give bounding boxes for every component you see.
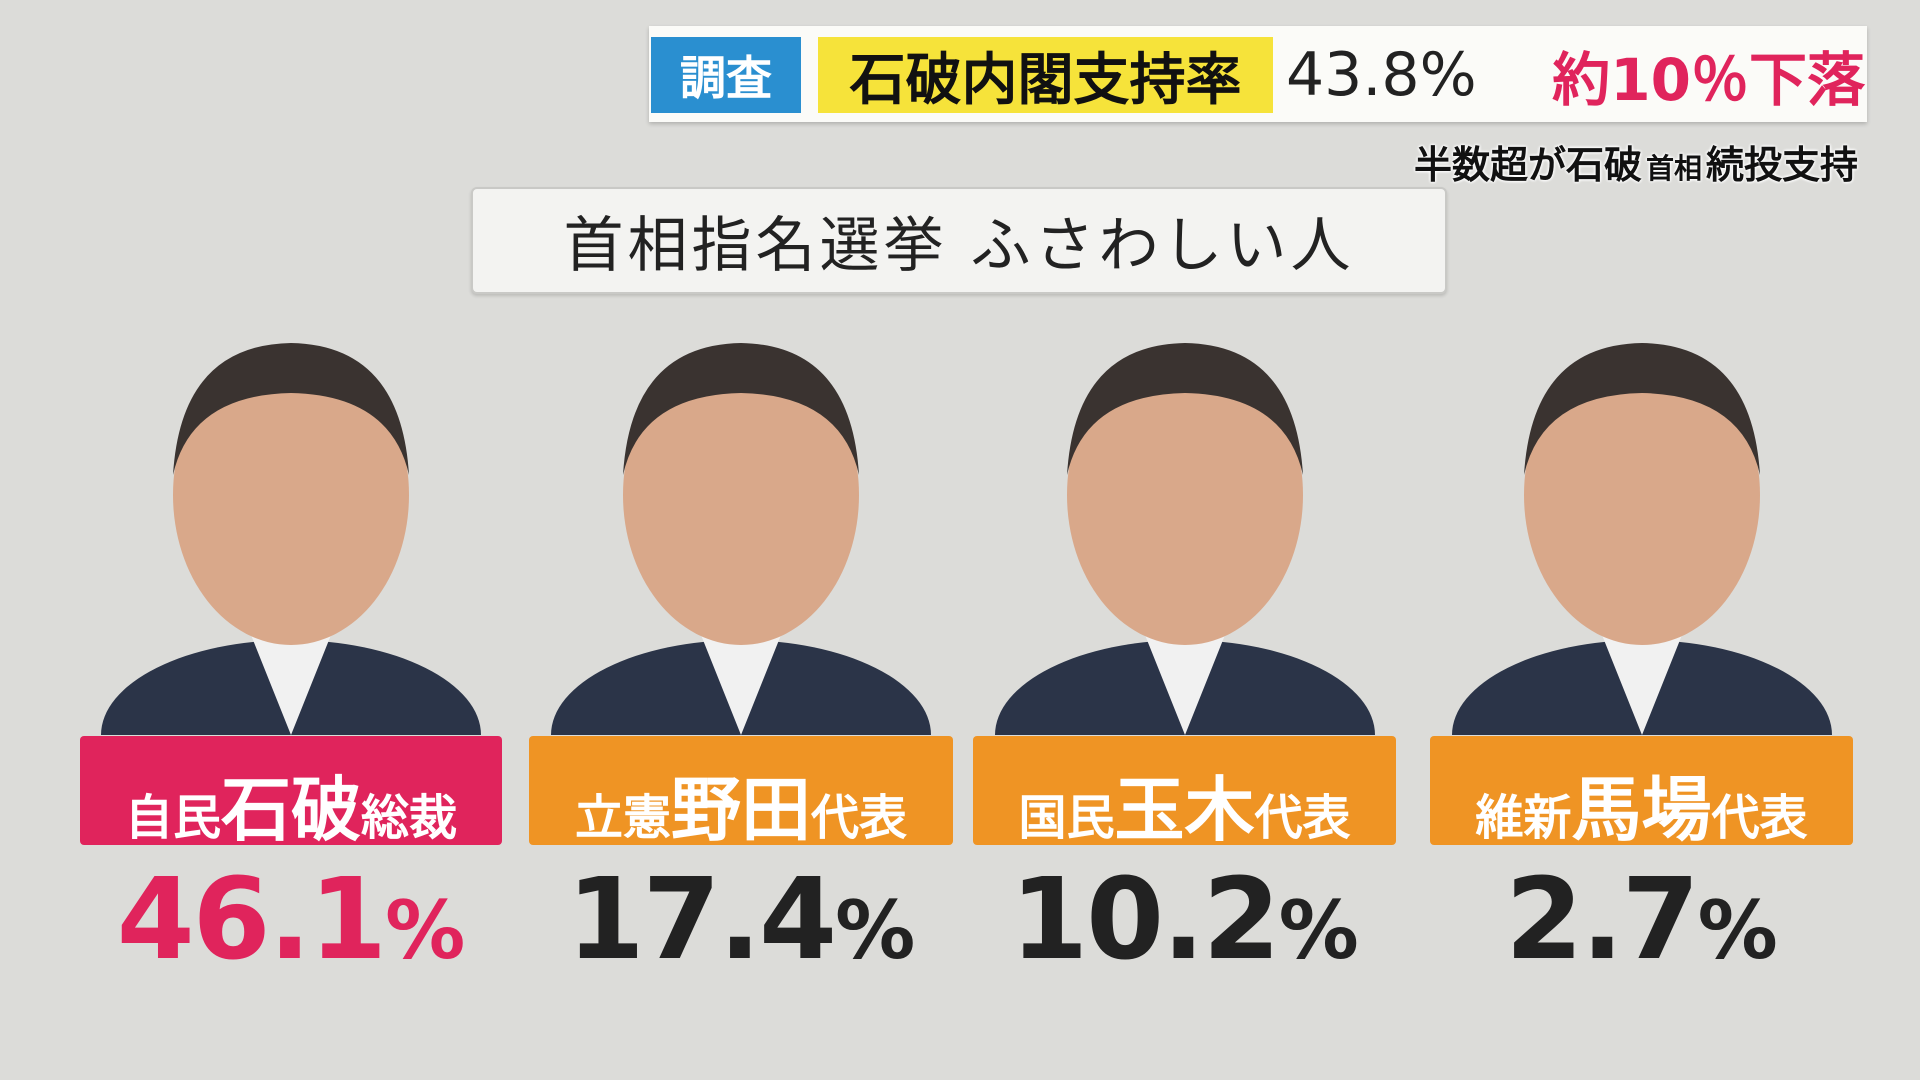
portrait-silhouette	[1451, 343, 1832, 830]
name: 玉木	[1114, 769, 1255, 851]
party: 立憲	[574, 790, 671, 846]
value-unit: %	[1697, 884, 1778, 977]
support-value: 2.7%	[1430, 855, 1853, 985]
candidate-label: 自民 石破 総裁	[80, 736, 502, 851]
role: 総裁	[361, 790, 458, 846]
support-value: 17.4%	[529, 855, 953, 985]
name: 野田	[671, 769, 811, 851]
sub-text: 半数超が石破	[1413, 143, 1642, 187]
portrait	[965, 305, 1405, 830]
candidate-label: 維新 馬場 代表	[1430, 736, 1853, 851]
candidate-label: 立憲 野田 代表	[529, 736, 953, 851]
portrait	[71, 305, 511, 830]
role: 代表	[1254, 790, 1351, 846]
value-number: 17.4	[566, 855, 837, 985]
portrait-silhouette	[101, 343, 481, 830]
value-number: 46.1	[116, 855, 387, 985]
support-value: 10.2%	[973, 855, 1396, 985]
headline: 石破内閣支持率	[818, 37, 1273, 113]
role: 代表	[1711, 790, 1808, 846]
approval-figure: 43.8%	[1286, 40, 1477, 110]
candidate-label: 国民 玉木 代表	[973, 736, 1396, 851]
value-number: 2.7	[1505, 855, 1699, 985]
portrait-silhouette	[994, 343, 1375, 830]
value-number: 10.2	[1010, 855, 1280, 985]
name: 石破	[221, 769, 361, 851]
value-unit: %	[1278, 884, 1359, 977]
approval-change: 約10％下落	[1552, 46, 1865, 114]
support-value: 46.1%	[80, 855, 502, 985]
name: 馬場	[1571, 769, 1712, 851]
sub-text: 続投支持	[1705, 143, 1858, 187]
party: 国民	[1018, 790, 1115, 846]
party: 維新	[1475, 790, 1572, 846]
portrait	[1422, 305, 1862, 830]
value-unit: %	[385, 884, 466, 977]
portrait	[521, 305, 961, 830]
role: 代表	[811, 790, 908, 846]
tag: 調査	[651, 37, 801, 113]
sub-headline: 半数超が石破 首相 続投支持	[1414, 134, 1858, 187]
panel-title: 首相指名選挙 ふさわしい人	[471, 187, 1447, 294]
value-unit: %	[835, 884, 916, 977]
portrait-silhouette	[551, 343, 931, 830]
party: 自民	[124, 790, 221, 846]
sub-text: 首相	[1645, 152, 1702, 185]
